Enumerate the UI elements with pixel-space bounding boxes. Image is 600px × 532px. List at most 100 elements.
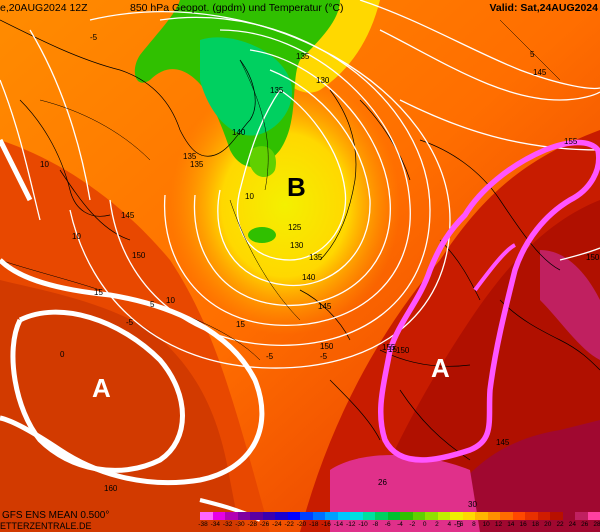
- contour-label: 145: [318, 302, 332, 311]
- contour-label: 150: [396, 346, 410, 355]
- contour-label: 145: [533, 68, 547, 77]
- high-pressure-letter-west: A: [92, 373, 111, 403]
- map-title: 850 hPa Geopot. (gpdm) und Temperatur (°…: [130, 2, 344, 14]
- color-swatch: [200, 512, 213, 520]
- temperature-contours: [0, 19, 561, 361]
- contour-label: 130: [316, 76, 330, 85]
- contour-label: -5: [266, 352, 274, 361]
- contour-label: 135: [183, 152, 197, 161]
- source-label: ETTERZENTRALE.DE: [0, 521, 92, 531]
- color-scale-bar: -38 -34 -32 -30 -28 -26 -24 -22 -20 -18 -16 -14 -12-…: [198, 512, 600, 530]
- color-tick-label: 2: [435, 521, 439, 528]
- contour-label: 160: [104, 484, 118, 493]
- contour-east-150: [559, 247, 600, 261]
- contour-label: -5: [454, 520, 462, 529]
- color-tick-label: 8: [472, 521, 476, 528]
- contour-label: 15: [388, 345, 397, 354]
- contour-label: 130: [290, 241, 304, 250]
- contour-label: 135: [190, 160, 204, 169]
- color-tick-label: 12: [494, 521, 503, 528]
- color-swatch: [575, 512, 588, 520]
- color-tick-label: 28: [593, 521, 600, 528]
- color-swatch: [362, 512, 376, 520]
- color-tick-label: -20: [296, 521, 307, 528]
- run-time: e,20AUG2024 12Z: [0, 2, 88, 14]
- color-swatch: [237, 512, 251, 520]
- contour-label: 10: [72, 232, 81, 241]
- contour-label: 26: [378, 478, 387, 487]
- color-swatch: [475, 512, 488, 520]
- contour-label: 145: [496, 438, 510, 447]
- color-tick-label: -6: [384, 521, 391, 528]
- hottest-patch-east: [540, 250, 600, 360]
- color-tick-label: 20: [544, 521, 552, 528]
- contour-label: 15: [236, 320, 245, 329]
- color-tick-label: 10: [482, 521, 490, 528]
- color-swatch: [512, 512, 526, 520]
- high-pressure-letter-east: A: [431, 353, 450, 383]
- color-tick-label: 0: [422, 521, 427, 528]
- contour-label: -5: [126, 318, 134, 327]
- hot-region-west: [0, 280, 240, 532]
- color-swatch: [337, 512, 351, 520]
- contour-label: 10: [40, 160, 49, 169]
- cold-pool-core: [200, 37, 292, 136]
- color-tick-label: -2: [409, 521, 416, 528]
- color-tick-label: -10: [358, 521, 368, 528]
- color-swatch: [562, 512, 576, 520]
- low-pressure-letter: B: [287, 172, 306, 202]
- contour-label: 30: [468, 500, 477, 509]
- color-swatch: [287, 512, 301, 520]
- cold-pool-tail: [250, 146, 276, 177]
- color-swatch: [325, 512, 338, 520]
- contour-label: 135: [270, 86, 284, 95]
- color-tick-label: 22: [556, 521, 564, 528]
- contour-label: 10: [245, 192, 254, 201]
- color-tick-label: -34: [210, 521, 221, 528]
- color-tick-label: -28: [247, 521, 257, 528]
- color-tick-label: -16: [321, 521, 331, 528]
- color-tick-label: -24: [272, 521, 282, 528]
- contour-label: 135: [296, 52, 310, 61]
- color-swatch: [550, 512, 563, 520]
- color-tick-label: 24: [568, 521, 576, 528]
- color-tick-label: 6: [459, 521, 464, 528]
- color-swatch: [387, 512, 401, 520]
- color-tick-label: 16: [519, 521, 527, 528]
- color-swatch: [375, 512, 388, 520]
- color-swatch: [212, 512, 226, 520]
- color-tick-label: -38: [198, 521, 208, 528]
- color-tick-label: -26: [259, 521, 270, 528]
- color-swatch: [262, 512, 276, 520]
- color-swatch: [300, 512, 313, 520]
- color-swatch: [412, 512, 426, 520]
- high-contour-east-inner: [473, 243, 517, 292]
- color-tick-label: 18: [531, 521, 540, 528]
- model-label: GFS ENS MEAN 0.500°: [2, 510, 110, 521]
- color-tick-label: -30: [235, 521, 245, 528]
- contour-label: 0: [60, 350, 65, 359]
- color-tick-label: -8: [372, 521, 379, 528]
- color-swatch: [462, 512, 476, 520]
- color-swatch: [225, 512, 238, 520]
- color-swatch: [250, 512, 263, 520]
- color-tick-label: -32: [222, 521, 233, 528]
- high-contour-west-edge: [0, 138, 33, 202]
- color-tick-label: -14: [333, 521, 344, 528]
- color-swatch: [350, 512, 363, 520]
- contour-label: 155: [382, 343, 396, 352]
- color-tick-label: -4: [397, 521, 403, 528]
- color-swatch: [525, 512, 538, 520]
- contour-label: 155: [564, 137, 578, 146]
- cold-spot-iceland: [248, 227, 276, 243]
- color-swatch: [450, 512, 463, 520]
- valid-time: Valid: Sat,24AUG2024: [489, 2, 598, 14]
- contour-label: -5: [90, 33, 98, 42]
- color-swatch: [587, 512, 600, 520]
- high-contour-east: [377, 139, 600, 463]
- contour-label: 150: [132, 251, 146, 260]
- color-tick-label: 14: [507, 521, 515, 528]
- color-tick-label: -12: [346, 521, 356, 528]
- contour-label: -5: [320, 352, 328, 361]
- contour-label: 150: [320, 342, 334, 351]
